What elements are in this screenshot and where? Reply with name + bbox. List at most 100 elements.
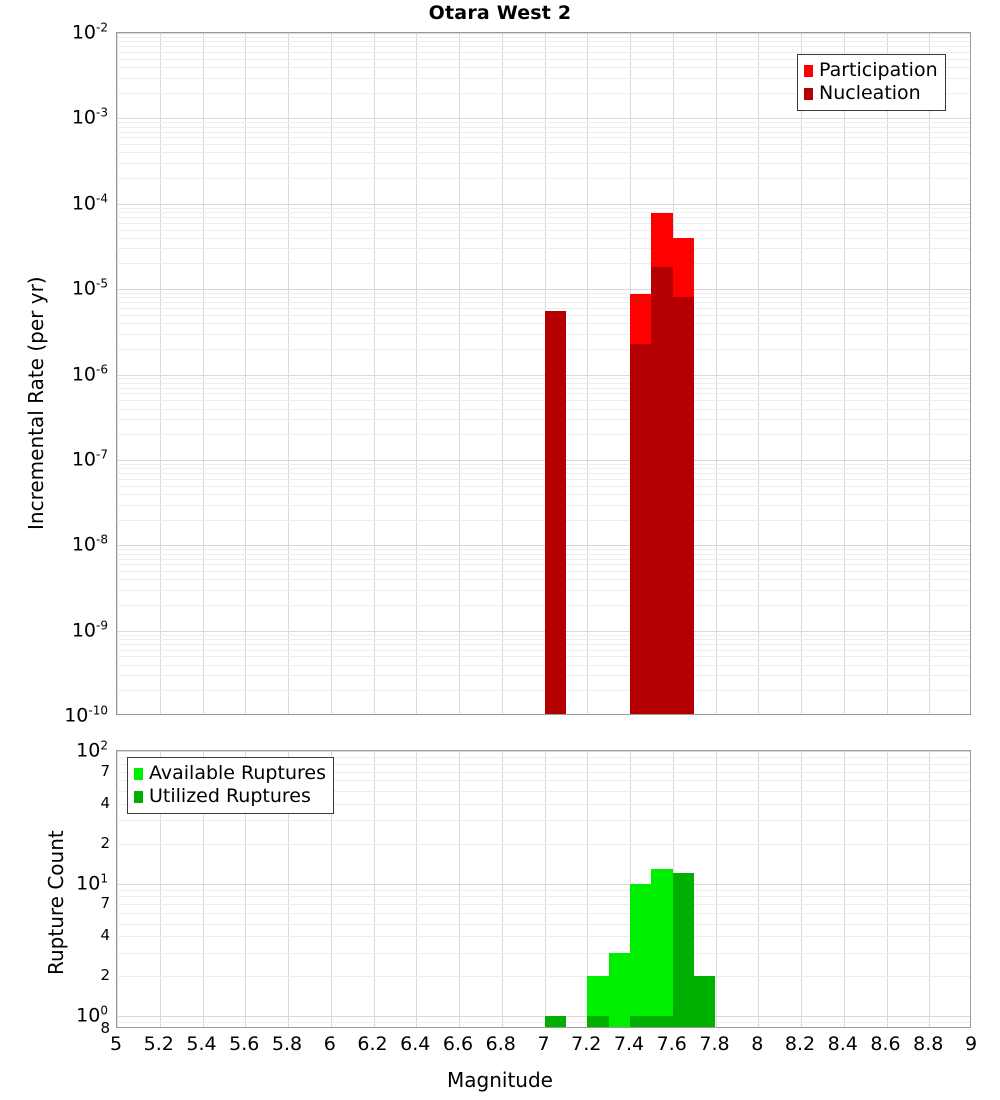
gridline-horizontal xyxy=(117,118,970,120)
bar-segment-1 xyxy=(651,267,673,714)
gridline-horizontal xyxy=(117,780,970,782)
gridline-horizontal xyxy=(117,519,970,521)
y-tick-label: 10-2 xyxy=(71,20,108,44)
gridline-horizontal xyxy=(117,883,970,885)
gridline-horizontal xyxy=(117,473,970,475)
gridline-vertical xyxy=(843,33,845,714)
gridline-horizontal xyxy=(117,1016,970,1018)
gridline-horizontal xyxy=(117,36,970,38)
gridline-horizontal xyxy=(117,348,970,350)
bar-segment-1 xyxy=(672,873,695,1027)
bar-segment-1 xyxy=(672,297,695,714)
gridline-horizontal xyxy=(117,913,970,914)
gridline-horizontal xyxy=(117,976,970,978)
gridline-vertical xyxy=(373,33,375,714)
gridline-horizontal xyxy=(117,308,970,310)
gridline-vertical xyxy=(758,751,760,1027)
gridline-vertical xyxy=(288,33,289,714)
gridline-vertical xyxy=(886,33,888,714)
gridline-horizontal xyxy=(117,889,970,891)
gridline-horizontal xyxy=(117,137,970,139)
x-tick-label: 6.2 xyxy=(357,1033,388,1055)
legend-label-nucleation: Nucleation xyxy=(819,82,921,104)
legend-item-nucleation: Nucleation xyxy=(804,82,938,105)
gridline-horizontal xyxy=(117,400,970,402)
bar-segment-0 xyxy=(587,976,609,1027)
gridline-vertical xyxy=(117,33,118,714)
bar-group xyxy=(587,751,609,1027)
bar-segment-1 xyxy=(587,1016,609,1027)
gridline-horizontal xyxy=(117,144,970,146)
gridline-vertical xyxy=(288,751,289,1027)
gridline-horizontal xyxy=(117,675,970,677)
gridline-horizontal xyxy=(117,217,970,218)
gridline-horizontal xyxy=(117,923,970,925)
gridline-horizontal xyxy=(117,558,970,560)
gridline-horizontal xyxy=(117,323,970,325)
gridline-vertical xyxy=(929,33,931,714)
bottom-legend: Available Ruptures Utilized Ruptures xyxy=(127,757,334,814)
gridline-horizontal xyxy=(117,463,970,465)
incremental-rate-plot-area xyxy=(116,32,971,715)
y-tick-label-minor: 8 xyxy=(100,1019,110,1037)
gridline-vertical xyxy=(245,33,247,714)
y-tick-label: 10-3 xyxy=(71,105,108,130)
gridline-vertical xyxy=(245,751,247,1027)
gridline-vertical xyxy=(117,751,118,1027)
gridline-horizontal xyxy=(117,1022,970,1024)
bar-group xyxy=(651,751,673,1027)
gridline-horizontal xyxy=(117,459,970,461)
gridline-horizontal xyxy=(117,222,970,224)
gridline-horizontal xyxy=(117,122,970,124)
x-tick-label: 6 xyxy=(323,1033,336,1055)
bar-segment-1 xyxy=(651,1016,673,1027)
bar-group xyxy=(630,33,652,714)
gridline-vertical xyxy=(373,751,375,1027)
gridline-horizontal xyxy=(117,126,970,128)
y-tick-label: 10-7 xyxy=(71,447,108,471)
x-tick-label: 8.8 xyxy=(913,1033,944,1055)
gridline-horizontal xyxy=(117,820,970,822)
gridline-horizontal xyxy=(117,604,970,606)
gridline-vertical xyxy=(587,751,589,1027)
gridline-horizontal xyxy=(117,485,970,487)
gridline-vertical xyxy=(587,33,589,714)
gridline-vertical xyxy=(715,751,717,1027)
x-tick-label: 6.6 xyxy=(442,1033,474,1055)
gridline-horizontal xyxy=(117,289,970,291)
bar-segment-1 xyxy=(630,1016,652,1027)
bar-group xyxy=(544,751,566,1027)
gridline-vertical xyxy=(330,751,332,1027)
gridline-horizontal xyxy=(117,92,970,94)
participation-swatch-icon xyxy=(804,64,813,77)
gridline-vertical xyxy=(501,751,503,1027)
legend-label-utilized-ruptures: Utilized Ruptures xyxy=(149,785,311,807)
gridline-horizontal xyxy=(117,571,970,572)
gridline-horizontal xyxy=(117,952,970,954)
gridline-horizontal xyxy=(117,393,970,395)
y-tick-label: 100 xyxy=(76,1003,108,1027)
gridline-horizontal xyxy=(117,896,970,898)
gridline-vertical xyxy=(501,33,503,714)
y-tick-label-minor: 7 xyxy=(100,894,110,913)
bar-group xyxy=(608,751,630,1027)
gridline-horizontal xyxy=(117,302,970,304)
y-tick-label: 102 xyxy=(76,738,108,762)
gridline-horizontal xyxy=(117,649,970,651)
y-tick-label: 101 xyxy=(76,870,108,895)
gridline-vertical xyxy=(544,751,546,1027)
gridline-horizontal xyxy=(117,67,970,68)
gridline-horizontal xyxy=(117,751,970,752)
gridline-vertical xyxy=(715,33,717,714)
gridline-horizontal xyxy=(117,634,970,636)
gridline-horizontal xyxy=(117,656,970,658)
gridline-vertical xyxy=(330,33,332,714)
nucleation-swatch-icon xyxy=(804,87,813,100)
gridline-vertical xyxy=(202,751,204,1027)
gridline-horizontal xyxy=(117,936,970,938)
gridline-vertical xyxy=(459,751,460,1027)
y-tick-label: 10-6 xyxy=(71,361,108,386)
gridline-horizontal xyxy=(117,468,970,470)
gridline-horizontal xyxy=(117,690,970,692)
x-tick-label: 5.6 xyxy=(229,1033,260,1055)
